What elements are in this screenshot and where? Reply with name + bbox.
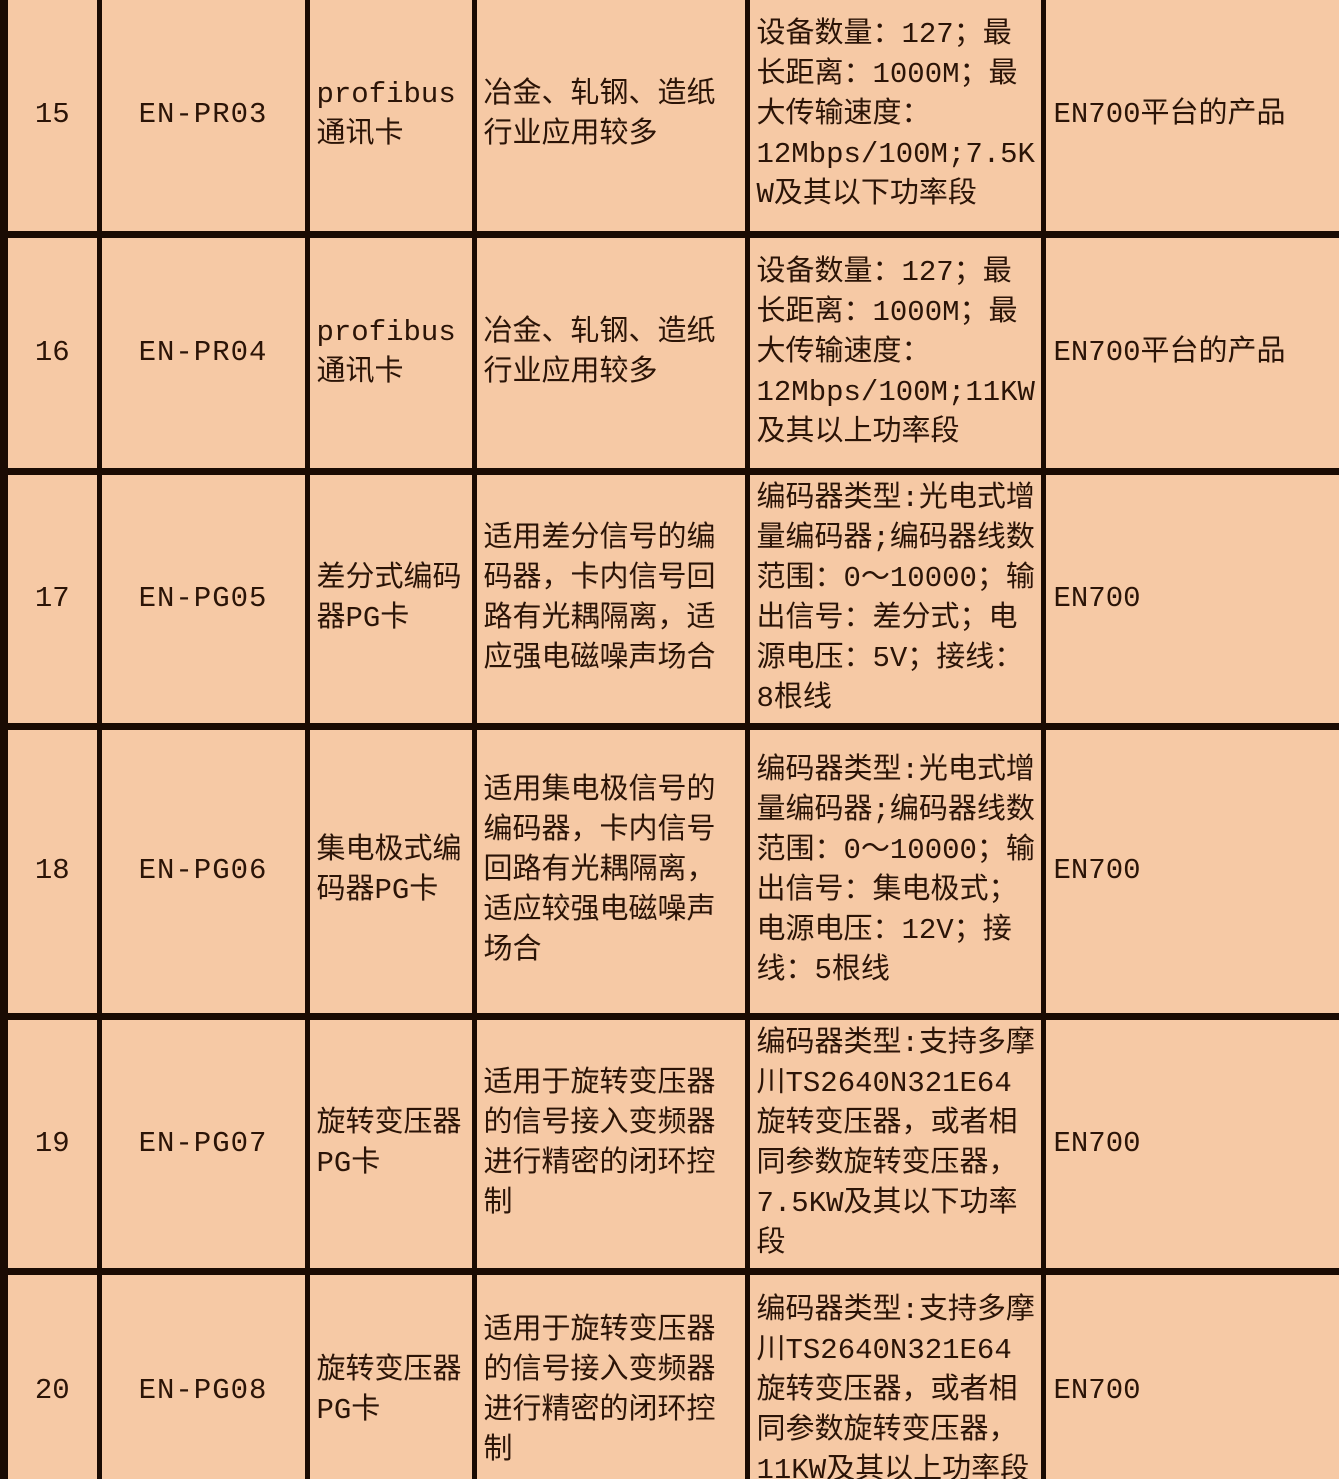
- cell-row-number: 15: [0, 0, 102, 238]
- cell-product-name: 差分式编码器PG卡: [304, 467, 477, 730]
- cell-platform: EN700平台的产品: [1040, 0, 1339, 238]
- cell-row-number: 18: [0, 722, 102, 1020]
- cell-model-code: EN-PR03: [96, 0, 310, 238]
- cell-product-name: 集电极式编码器PG卡: [304, 722, 477, 1020]
- cell-application: 冶金、轧钢、造纸行业应用较多: [471, 230, 750, 475]
- table-row: 16 EN-PR04 profibus通讯卡 冶金、轧钢、造纸行业应用较多 设备…: [0, 230, 1339, 475]
- cell-application: 适用于旋转变压器的信号接入变频器进行精密的闭环控制: [471, 1012, 750, 1275]
- cell-product-name: 旋转变压器PG卡: [304, 1267, 477, 1479]
- cell-row-number: 19: [0, 1012, 102, 1275]
- cell-row-number: 16: [0, 230, 102, 475]
- cell-platform: EN700: [1040, 722, 1339, 1020]
- table-row: 15 EN-PR03 profibus通讯卡 冶金、轧钢、造纸行业应用较多 设备…: [0, 0, 1339, 238]
- cell-platform: EN700平台的产品: [1040, 230, 1339, 475]
- cell-specification: 设备数量：127；最长距离：1000M；最大传输速度：12Mbps/100M;1…: [744, 230, 1046, 475]
- cell-row-number: 17: [0, 467, 102, 730]
- cell-model-code: EN-PG07: [96, 1012, 310, 1275]
- table-row: 20 EN-PG08 旋转变压器PG卡 适用于旋转变压器的信号接入变频器进行精密…: [0, 1267, 1339, 1479]
- cell-application: 适用于旋转变压器的信号接入变频器进行精密的闭环控制: [471, 1267, 750, 1479]
- cell-row-number: 20: [0, 1267, 102, 1479]
- table-row: 17 EN-PG05 差分式编码器PG卡 适用差分信号的编码器，卡内信号回路有光…: [0, 467, 1339, 730]
- cell-model-code: EN-PG06: [96, 722, 310, 1020]
- cell-platform: EN700: [1040, 467, 1339, 730]
- cell-application: 适用集电极信号的编码器，卡内信号回路有光耦隔离，适应较强电磁噪声场合: [471, 722, 750, 1020]
- cell-product-name: profibus通讯卡: [304, 230, 477, 475]
- cell-application: 冶金、轧钢、造纸行业应用较多: [471, 0, 750, 238]
- cell-specification: 编码器类型:光电式增量编码器;编码器线数范围：0～10000；输出信号：差分式；…: [744, 467, 1046, 730]
- cell-platform: EN700: [1040, 1012, 1339, 1275]
- cell-model-code: EN-PR04: [96, 230, 310, 475]
- cell-specification: 编码器类型:支持多摩川TS2640N321E64旋转变压器，或者相同参数旋转变压…: [744, 1267, 1046, 1479]
- cell-application: 适用差分信号的编码器，卡内信号回路有光耦隔离，适应强电磁噪声场合: [471, 467, 750, 730]
- cell-model-code: EN-PG05: [96, 467, 310, 730]
- cell-specification: 编码器类型:光电式增量编码器;编码器线数范围：0～10000；输出信号：集电极式…: [744, 722, 1046, 1020]
- cell-specification: 编码器类型:支持多摩川TS2640N321E64旋转变压器，或者相同参数旋转变压…: [744, 1012, 1046, 1275]
- cell-platform: EN700: [1040, 1267, 1339, 1479]
- cell-specification: 设备数量：127；最长距离：1000M；最大传输速度：12Mbps/100M;7…: [744, 0, 1046, 238]
- cell-product-name: 旋转变压器PG卡: [304, 1012, 477, 1275]
- cell-model-code: EN-PG08: [96, 1267, 310, 1479]
- table-row: 18 EN-PG06 集电极式编码器PG卡 适用集电极信号的编码器，卡内信号回路…: [0, 722, 1339, 1020]
- cell-product-name: profibus通讯卡: [304, 0, 477, 238]
- table-row: 19 EN-PG07 旋转变压器PG卡 适用于旋转变压器的信号接入变频器进行精密…: [0, 1012, 1339, 1275]
